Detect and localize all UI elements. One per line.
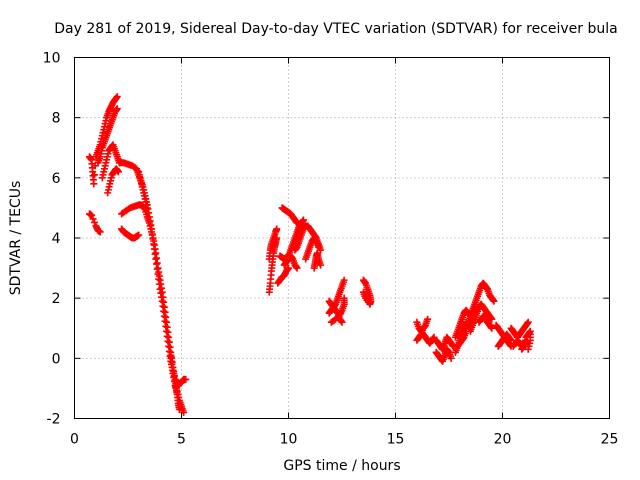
data-point (285, 264, 292, 272)
data-point (447, 354, 455, 362)
data-point (89, 215, 97, 223)
data-point (299, 216, 307, 224)
x-tick-label: 5 (177, 432, 186, 448)
data-point (524, 318, 532, 326)
data-point (340, 294, 348, 302)
data-point (135, 231, 143, 239)
y-tick-label: 0 (52, 351, 61, 367)
data-point (113, 105, 121, 113)
x-axis-label: GPS time / hours (283, 458, 400, 474)
x-tick-label: 10 (280, 432, 298, 448)
data-point (114, 168, 122, 176)
data-point (424, 315, 432, 323)
x-tick-label: 25 (601, 432, 619, 448)
y-tick-label: 8 (52, 111, 61, 127)
y-tick-label: 2 (52, 291, 61, 307)
data-point (113, 93, 121, 101)
data-point (182, 375, 190, 383)
data-point (507, 336, 515, 344)
data-point (90, 218, 98, 226)
data-points (85, 93, 534, 416)
data-point (180, 408, 188, 416)
data-point (490, 297, 498, 305)
data-point (488, 324, 496, 332)
data-point (524, 345, 532, 353)
x-tick-label: 0 (70, 432, 79, 448)
data-point (88, 211, 96, 219)
plot-frame (74, 57, 610, 419)
data-point (293, 219, 301, 227)
data-point (488, 315, 496, 323)
data-point (96, 228, 104, 236)
data-point (175, 405, 183, 413)
data-point (90, 171, 98, 179)
x-tick-label: 20 (494, 432, 512, 448)
data-point (359, 288, 367, 296)
y-tick-label: -2 (47, 412, 61, 428)
data-point (273, 225, 281, 233)
y-axis-label: SDTVAR / TECUs (8, 181, 24, 296)
data-point (314, 243, 322, 251)
y-tick-label: 10 (43, 51, 61, 67)
chart-title: Day 281 of 2019, Sidereal Day-to-day VTE… (54, 21, 617, 37)
data-point (317, 261, 325, 269)
data-point (90, 180, 98, 188)
data-point (293, 264, 301, 272)
x-tick-label: 15 (387, 432, 405, 448)
data-point (338, 318, 346, 326)
y-tick-label: 6 (52, 171, 61, 187)
axis-ticks: 0 5 10 15 20 25 -2 0 2 4 6 8 10 (43, 51, 619, 448)
y-tick-label: 4 (52, 231, 61, 247)
data-point (340, 276, 348, 284)
grid-lines (74, 57, 610, 419)
